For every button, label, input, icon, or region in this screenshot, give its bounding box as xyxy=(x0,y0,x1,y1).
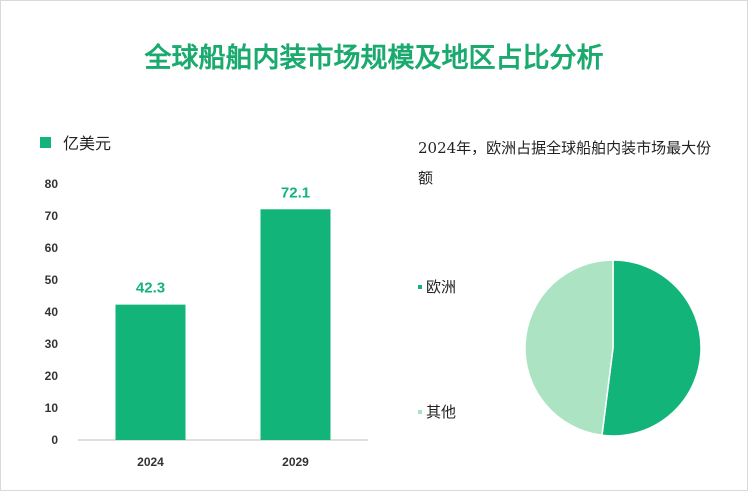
bar xyxy=(260,209,331,440)
x-tick-label: 2029 xyxy=(282,455,309,469)
pie-legend-label: 欧洲 xyxy=(426,278,457,296)
y-tick-label: 10 xyxy=(45,401,59,415)
pie-legend-item-europe: 欧洲 xyxy=(418,276,456,297)
data-label: 42.3 xyxy=(136,280,165,297)
data-label: 72.1 xyxy=(281,184,310,201)
y-tick-label: 50 xyxy=(45,273,59,287)
y-tick-label: 30 xyxy=(45,337,59,351)
x-tick-label: 2024 xyxy=(137,455,164,469)
pie-title: 2024年，欧洲占据全球船舶内装市场最大份额 xyxy=(418,139,712,187)
y-tick-label: 0 xyxy=(51,433,58,447)
y-tick-label: 80 xyxy=(45,177,59,191)
pie-legend-item-other: 其他 xyxy=(418,401,456,422)
bar-legend: 亿美元 xyxy=(40,130,111,154)
y-tick-label: 60 xyxy=(45,241,59,255)
pie-legend-label: 其他 xyxy=(426,403,457,421)
y-tick-label: 40 xyxy=(45,305,59,319)
legend-marker xyxy=(418,284,422,289)
chart-title: 全球船舶内装市场规模及地区占比分析 xyxy=(144,43,604,74)
y-tick-label: 70 xyxy=(45,209,59,223)
legend-swatch xyxy=(40,136,51,148)
y-tick-label: 20 xyxy=(45,369,59,383)
legend-label: 亿美元 xyxy=(63,134,112,153)
bar xyxy=(115,304,186,440)
legend-marker xyxy=(418,409,422,414)
